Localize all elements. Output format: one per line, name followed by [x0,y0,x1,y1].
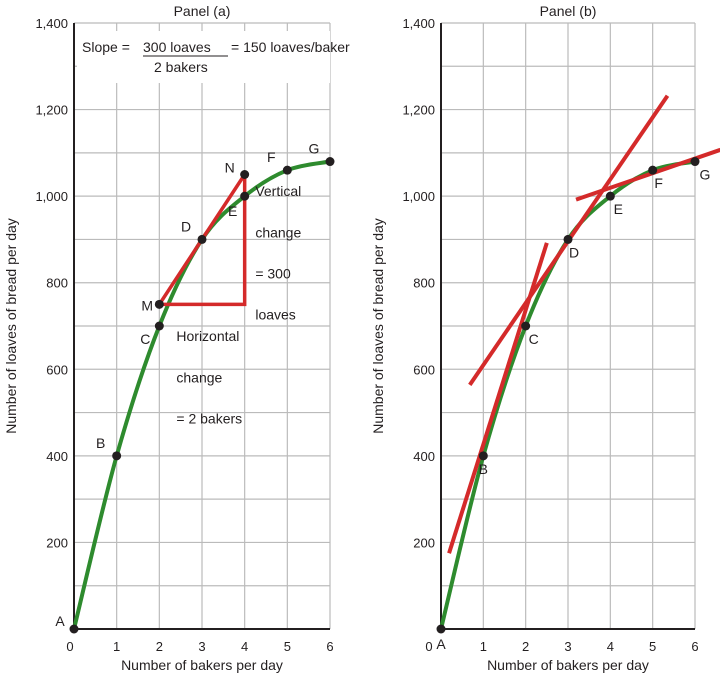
point-label: F [654,175,663,191]
y-tick-label: 1,000 [35,189,68,204]
annotation: loaves [255,307,295,323]
point-label: C [529,331,539,347]
y-tick-label: 1,400 [35,16,68,31]
point-E [240,191,250,201]
x-tick-label: 5 [284,639,291,654]
point-A [69,624,79,634]
point-label: D [181,218,191,234]
x-tick-label: 3 [564,639,571,654]
annotation: change [176,369,222,385]
x-tick-label: 0 [425,639,432,654]
point-B [112,451,122,461]
point-label: G [309,141,320,157]
point-M [154,299,164,309]
x-tick-label: 2 [156,639,163,654]
annotation: = 300 [255,265,291,281]
point-F [282,165,292,175]
point-label: M [141,297,153,313]
y-tick-label: 1,200 [402,103,435,118]
y-tick-label: 800 [46,276,68,291]
x-tick-label: 6 [326,639,333,654]
y-tick-label: 600 [46,362,68,377]
y-tick-label: 1,400 [402,16,435,31]
point-label: D [569,244,579,260]
x-axis-label: Number of bakers per day [487,657,649,673]
slope-numerator: 300 loaves [143,39,211,55]
point-label: B [96,435,105,451]
x-tick-label: 4 [241,639,248,654]
y-tick-label: 800 [413,276,435,291]
x-tick-label: 2 [522,639,529,654]
annotation: Horizontal [176,328,239,344]
y-tick-label: 400 [46,449,68,464]
y-axis-label: Number of loaves of bread per day [3,218,19,434]
y-axis-label: Number of loaves of bread per day [370,218,386,434]
y-tick-label: 200 [46,535,68,550]
x-tick-label: 5 [649,639,656,654]
point-G [325,157,335,167]
y-tick-label: 400 [413,449,435,464]
production-curve [439,159,696,630]
y-tick-label: 1,200 [35,103,68,118]
x-tick-label: 6 [691,639,698,654]
point-N [240,170,250,179]
y-tick-label: 600 [413,362,435,377]
point-C [154,321,164,331]
slope-note-bg [77,31,330,83]
y-tick-label: 200 [413,535,435,550]
x-tick-label: 3 [198,639,205,654]
x-tick-label: 1 [480,639,487,654]
x-tick-label: 4 [607,639,614,654]
point-E [605,191,615,201]
panel-title: Panel (a) [174,3,231,19]
point-label: E [614,201,623,217]
annotation: Vertical [255,183,301,199]
point-A [436,624,446,634]
production-curve [72,159,331,630]
point-label: A [55,613,65,629]
point-label: B [479,461,488,477]
point-C [521,321,531,331]
slope-prefix: Slope = [82,39,130,55]
annotation: = 2 bakers [176,410,242,426]
point-F [648,165,658,175]
point-label: N [225,160,235,176]
point-B [478,451,488,461]
x-tick-label: 1 [113,639,120,654]
point-G [690,157,700,167]
point-D [563,234,573,244]
panel-title: Panel (b) [540,3,597,19]
point-D [197,234,207,244]
y-tick-label: 1,000 [402,189,435,204]
point-label: G [700,167,711,183]
point-label: C [140,331,150,347]
point-label: E [228,203,237,219]
slope-result: = 150 loaves/baker [231,39,350,55]
x-tick-label: 0 [66,639,73,654]
point-label: F [267,149,276,165]
point-label: A [436,636,446,652]
x-axis-label: Number of bakers per day [121,657,283,673]
slope-denominator: 2 bakers [154,59,208,75]
annotation: change [255,224,301,240]
